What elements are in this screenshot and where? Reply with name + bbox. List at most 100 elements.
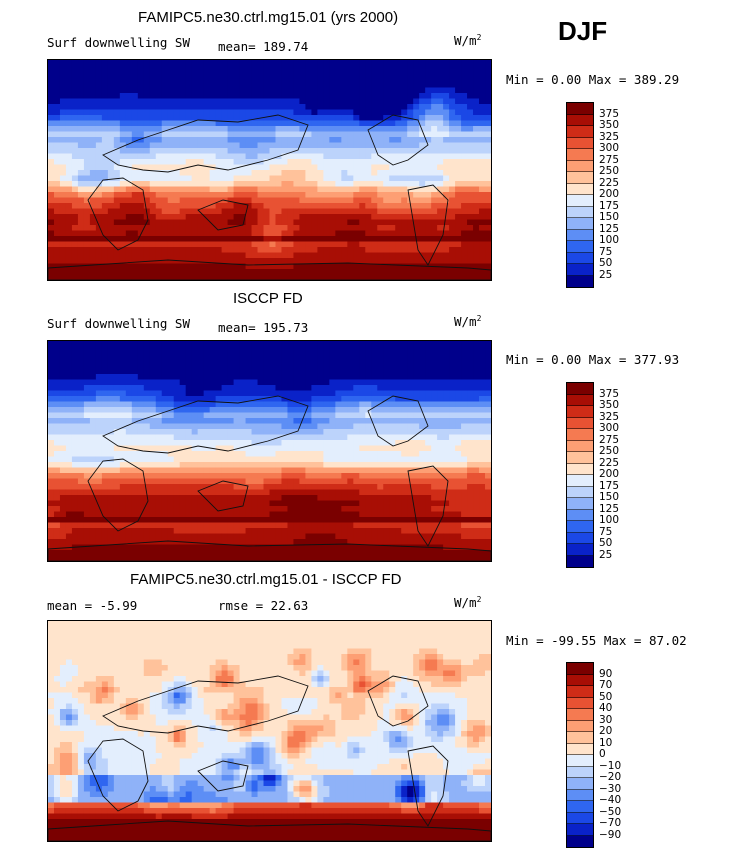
field-cell <box>467 159 474 166</box>
field-cell <box>377 341 384 348</box>
field-cell <box>383 71 390 78</box>
field-cell <box>365 109 372 116</box>
field-cell <box>83 374 91 381</box>
field-cell <box>281 230 289 237</box>
field-cell <box>107 76 115 83</box>
field-cell <box>485 159 491 166</box>
field-cell <box>317 440 324 447</box>
field-cell <box>149 396 157 403</box>
field-cell <box>275 131 283 138</box>
field-cell <box>251 368 259 375</box>
field-cell <box>353 148 360 155</box>
field-cell <box>71 484 79 491</box>
field-cell <box>467 274 474 280</box>
field-cell <box>473 131 480 138</box>
field-cell <box>95 186 103 193</box>
field-cell <box>257 153 265 160</box>
field-cell <box>71 192 79 199</box>
field-cell <box>263 445 271 452</box>
colorbar-swatch <box>567 229 593 241</box>
field-cell <box>197 440 205 447</box>
field-cell <box>257 451 265 458</box>
field-cell <box>71 236 79 243</box>
field-cell <box>347 423 354 430</box>
field-cell <box>119 252 127 259</box>
field-cell <box>323 434 330 441</box>
field-cell <box>77 65 85 72</box>
field-cell <box>425 192 432 199</box>
field-cell <box>353 115 360 122</box>
field-cell <box>137 65 145 72</box>
field-cell <box>281 247 289 254</box>
field-cell <box>167 274 175 280</box>
field-cell <box>395 181 402 188</box>
field-cell <box>95 258 103 265</box>
field-cell <box>209 357 217 364</box>
field-cell <box>293 269 301 276</box>
field-cell <box>287 440 295 447</box>
field-cell <box>251 109 259 116</box>
field-cell <box>401 120 408 127</box>
field-cell <box>203 98 211 105</box>
field-cell <box>245 379 253 386</box>
field-cell <box>443 418 450 425</box>
field-cell <box>269 247 277 254</box>
field-cell <box>293 98 301 105</box>
field-cell <box>239 456 247 463</box>
field-cell <box>131 131 139 138</box>
field-cell <box>245 341 253 348</box>
field-cell <box>137 120 145 127</box>
field-cell <box>419 352 426 359</box>
field-cell <box>125 71 133 78</box>
field-cell <box>407 148 414 155</box>
field-cell <box>281 126 289 133</box>
field-cell <box>353 418 360 425</box>
field-cell <box>101 76 109 83</box>
field-cell <box>251 65 259 72</box>
field-cell <box>347 181 354 188</box>
field-cell <box>71 197 79 204</box>
field-cell <box>191 418 199 425</box>
field-cell <box>143 341 151 348</box>
field-cell <box>251 87 259 94</box>
field-cell <box>161 263 169 270</box>
field-cell <box>257 186 265 193</box>
field-cell <box>95 175 103 182</box>
field-cell <box>281 65 289 72</box>
field-cell <box>275 429 283 436</box>
field-cell <box>407 456 414 463</box>
field-cell <box>353 65 360 72</box>
field-cell <box>329 352 336 359</box>
field-cell <box>227 93 235 100</box>
field-cell <box>413 445 420 452</box>
field-cell <box>329 341 336 348</box>
field-cell <box>107 440 115 447</box>
field-cell <box>48 225 55 232</box>
field-cell <box>341 478 348 485</box>
field-cell <box>269 159 277 166</box>
field-cell <box>59 65 67 72</box>
field-cell <box>137 368 145 375</box>
field-cell <box>77 225 85 232</box>
field-cell <box>389 357 396 364</box>
field-cell <box>311 142 318 149</box>
field-cell <box>413 131 420 138</box>
field-cell <box>431 71 438 78</box>
field-cell <box>425 181 432 188</box>
field-cell <box>389 252 396 259</box>
field-cell <box>377 363 384 370</box>
field-cell <box>161 456 169 463</box>
field-cell <box>389 484 396 491</box>
field-cell <box>329 241 336 248</box>
field-cell <box>125 186 133 193</box>
field-cell <box>185 87 193 94</box>
field-cell <box>95 473 103 480</box>
field-cell <box>263 374 271 381</box>
field-cell <box>239 412 247 419</box>
field-cell <box>467 170 474 177</box>
field-cell <box>437 379 444 386</box>
field-cell <box>347 219 354 226</box>
field-cell <box>233 374 241 381</box>
field-cell <box>59 164 67 171</box>
field-cell <box>371 269 378 276</box>
